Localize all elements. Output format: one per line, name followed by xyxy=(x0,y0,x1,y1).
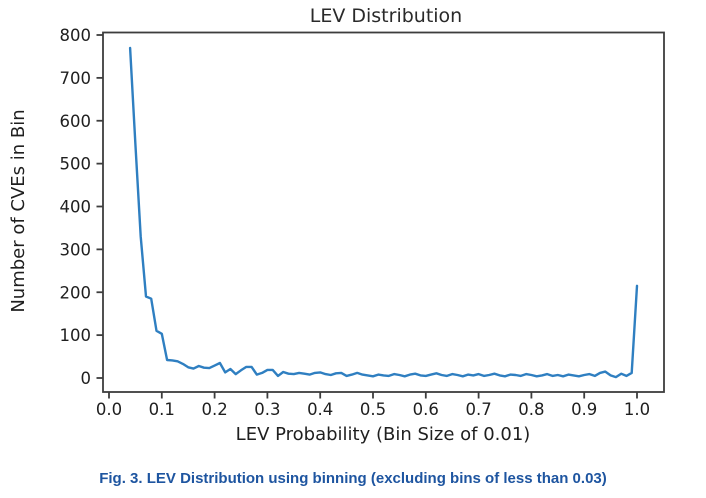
figure-caption: Fig. 3. LEV Distribution using binning (… xyxy=(99,470,607,487)
plot-border xyxy=(102,31,665,393)
y-axis-label: Number of CVEs in Bin xyxy=(8,109,29,312)
x-tick-label: 0.6 xyxy=(413,400,439,419)
lev-distribution-plot: LEV Distribution 0 100 200 300 400 500 600 700 8… xyxy=(8,5,665,445)
x-tick-label: 1.0 xyxy=(624,400,650,419)
x-axis-label: LEV Probability (Bin Size of 0.01) xyxy=(236,424,531,445)
y-tick-label: 100 xyxy=(60,326,92,345)
x-axis-ticks: 0.0 0.1 0.2 0.3 0.4 0.5 0.6 0.7 0.8 0.9 1.0 xyxy=(96,392,650,419)
x-tick-label: 0.7 xyxy=(465,400,491,419)
y-tick-label: 300 xyxy=(60,240,92,259)
x-tick-label: 0.9 xyxy=(571,400,597,419)
x-tick-label: 0.2 xyxy=(201,400,227,419)
chart-title: LEV Distribution xyxy=(310,5,462,27)
y-tick-label: 700 xyxy=(60,69,92,88)
x-tick-label: 0.5 xyxy=(360,400,386,419)
y-tick-label: 600 xyxy=(60,112,92,131)
y-tick-label: 500 xyxy=(60,155,92,174)
x-tick-label: 0.1 xyxy=(149,400,175,419)
y-tick-label: 400 xyxy=(60,198,92,217)
x-tick-label: 0.8 xyxy=(518,400,544,419)
y-tick-label: 800 xyxy=(60,26,92,45)
y-axis-ticks: 0 100 200 300 400 500 600 700 800 xyxy=(60,26,103,388)
figure: LEV Distribution 0 100 200 300 400 500 600 700 8… xyxy=(8,5,665,445)
x-tick-label: 0.0 xyxy=(96,400,122,419)
x-tick-label: 0.4 xyxy=(307,400,333,419)
y-tick-label: 200 xyxy=(60,283,92,302)
x-tick-label: 0.3 xyxy=(254,400,280,419)
lev-line-series xyxy=(128,46,639,379)
y-tick-label: 0 xyxy=(81,369,92,388)
